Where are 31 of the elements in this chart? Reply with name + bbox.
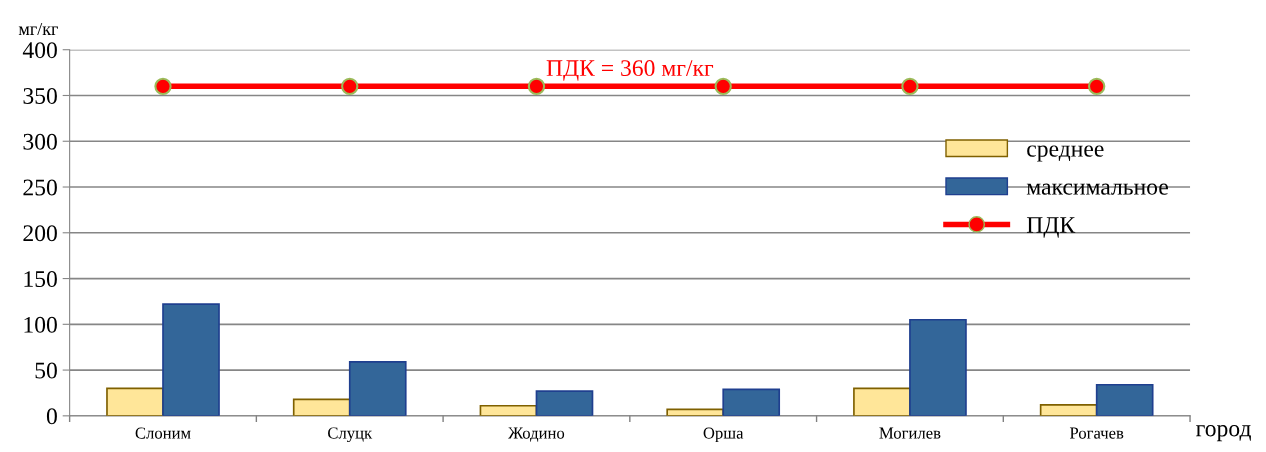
x-tick-label: Жодино <box>508 427 565 442</box>
y-tick-label: 150 <box>24 271 57 287</box>
x-tick-label: Слоним <box>135 427 191 439</box>
x-tick-label: Могилев <box>879 427 941 439</box>
bar <box>853 387 911 416</box>
y-tick-label: 350 <box>23 87 57 104</box>
y-tick-label: 50 <box>35 362 57 379</box>
legend-label: среднее <box>1027 145 1104 162</box>
y-tick-label: 400 <box>22 42 57 59</box>
bar <box>162 303 220 416</box>
bar <box>106 387 164 416</box>
bar <box>909 318 967 416</box>
bar <box>722 388 781 416</box>
legend-label: максимальное <box>1026 183 1168 195</box>
bar <box>1095 383 1154 416</box>
y-axis-title: мг/кг <box>18 22 58 36</box>
y-tick-label: 300 <box>23 133 57 150</box>
x-axis-title: город <box>1196 425 1251 442</box>
y-tick-label: 100 <box>24 316 57 333</box>
bar <box>535 390 594 416</box>
bar <box>1039 404 1098 416</box>
annotation: ПДК = 360 мг/кг <box>546 60 714 81</box>
y-tick-label: 0 <box>46 408 57 425</box>
legend-label: ПДК <box>1026 217 1076 238</box>
x-tick-label: Слуцк <box>328 427 373 443</box>
y-tick-label: 200 <box>23 225 57 242</box>
x-tick-label: Рогачев <box>1069 427 1124 439</box>
bar <box>348 361 407 416</box>
bar <box>292 398 351 416</box>
x-tick-label: Орша <box>703 427 744 443</box>
y-tick-label: 250 <box>23 179 57 196</box>
